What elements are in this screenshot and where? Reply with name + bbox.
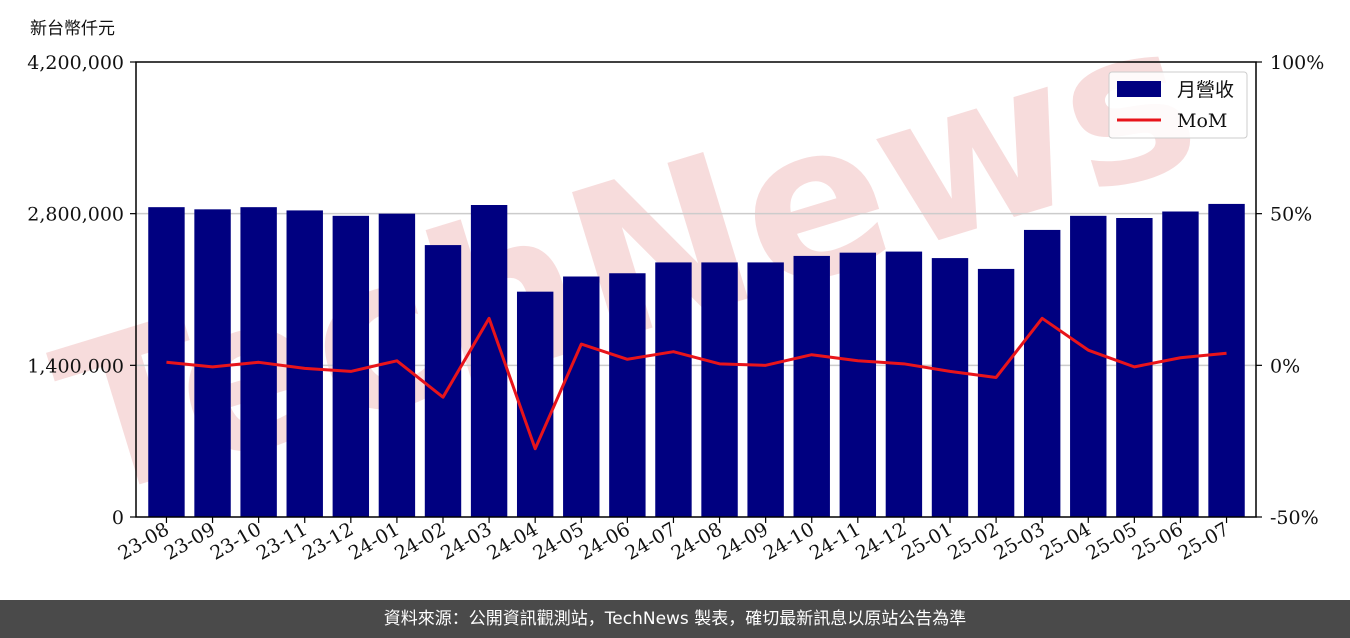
y-right-tick-label: 100% bbox=[1270, 52, 1324, 74]
y-right-tick-label: 50% bbox=[1270, 204, 1312, 226]
revenue-bar bbox=[516, 291, 554, 517]
y-left-tick-label: 4,200,000 bbox=[27, 52, 124, 74]
mom-line bbox=[166, 316, 1227, 451]
revenue-bar bbox=[470, 205, 508, 517]
revenue-bar bbox=[839, 252, 877, 517]
x-tick-label: 25-05 bbox=[1082, 518, 1140, 564]
x-tick-label: 24-09 bbox=[714, 518, 772, 564]
legend-swatch-revenue bbox=[1117, 81, 1161, 97]
x-tick-label: 25-07 bbox=[1175, 518, 1233, 564]
x-tick-label: 23-11 bbox=[253, 518, 311, 564]
y-left-tick-label: 0 bbox=[112, 507, 124, 529]
legend-label-revenue: 月營收 bbox=[1177, 79, 1234, 101]
revenue-bar bbox=[378, 213, 416, 517]
revenue-bar bbox=[286, 210, 323, 517]
y-right-tick-label: 0% bbox=[1270, 355, 1300, 377]
y-right-tick-label: -50% bbox=[1270, 507, 1319, 529]
x-tick-label: 25-03 bbox=[990, 518, 1048, 564]
plot-frame bbox=[135, 61, 1257, 518]
x-tick-label: 24-03 bbox=[437, 518, 495, 564]
revenue-bar bbox=[332, 215, 370, 518]
x-tick-label: 25-02 bbox=[944, 518, 1002, 564]
revenue-chart: TechNews01,400,0002,800,0004,200,000-50%… bbox=[27, 0, 1324, 565]
x-tick-label: 24-06 bbox=[575, 518, 633, 564]
revenue-bar bbox=[747, 262, 784, 517]
y-left-tick-label: 1,400,000 bbox=[27, 355, 124, 377]
revenue-bar bbox=[931, 258, 969, 517]
x-tick-label: 24-07 bbox=[622, 518, 680, 564]
x-tick-label: 25-06 bbox=[1129, 518, 1187, 564]
x-tick-label: 24-02 bbox=[391, 518, 449, 564]
revenue-bar bbox=[194, 209, 231, 518]
source-footer: 資料來源：公開資訊觀測站，TechNews 製表，確切最新訊息以原站公告為準 bbox=[0, 600, 1350, 638]
revenue-bar bbox=[609, 273, 646, 517]
y-left-tick-label: 2,800,000 bbox=[27, 204, 124, 226]
revenue-bar bbox=[424, 245, 462, 518]
revenue-bar bbox=[701, 262, 738, 517]
x-tick-label: 24-01 bbox=[345, 518, 403, 564]
revenue-bar bbox=[655, 262, 692, 517]
x-tick-label: 24-12 bbox=[852, 518, 910, 564]
x-tick-label: 24-10 bbox=[760, 518, 818, 564]
x-tick-label: 25-04 bbox=[1036, 518, 1094, 564]
x-tick-label: 25-01 bbox=[898, 518, 956, 564]
x-tick-label: 24-08 bbox=[668, 518, 726, 564]
chart-container: 新台幣仟元 TechNews01,400,0002,800,0004,200,0… bbox=[27, 0, 1324, 565]
x-tick-label: 24-05 bbox=[529, 518, 587, 564]
legend-label-mom: MoM bbox=[1177, 110, 1227, 132]
revenue-bar bbox=[1070, 215, 1107, 518]
x-tick-label: 24-11 bbox=[806, 518, 864, 564]
x-tick-label: 23-10 bbox=[207, 518, 265, 564]
x-tick-label: 23-12 bbox=[299, 518, 357, 564]
y-axis-unit-label: 新台幣仟元 bbox=[30, 19, 115, 39]
revenue-bar bbox=[1208, 203, 1245, 517]
revenue-bar bbox=[1162, 211, 1199, 517]
x-tick-label: 24-04 bbox=[483, 518, 541, 564]
revenue-bar bbox=[885, 251, 923, 518]
revenue-bar bbox=[563, 276, 600, 517]
revenue-bar bbox=[793, 255, 830, 517]
revenue-bar bbox=[1023, 229, 1061, 517]
revenue-bar bbox=[977, 268, 1015, 517]
